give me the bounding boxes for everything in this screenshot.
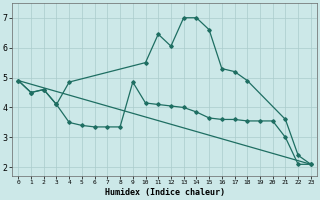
X-axis label: Humidex (Indice chaleur): Humidex (Indice chaleur) — [105, 188, 225, 197]
